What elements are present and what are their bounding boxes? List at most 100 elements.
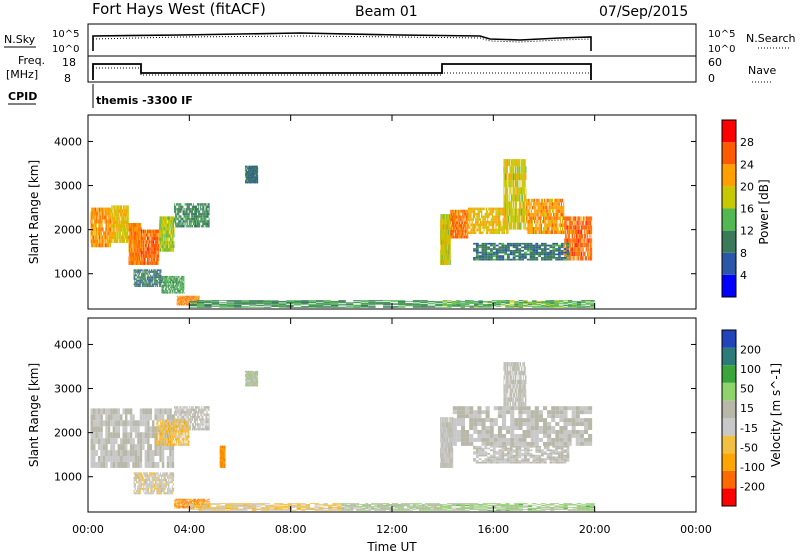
power-cell	[460, 215, 462, 219]
power-cell	[539, 226, 541, 231]
power-cell	[511, 201, 513, 209]
power-cell	[257, 181, 259, 184]
power-cell	[177, 300, 179, 302]
power-cell	[481, 244, 485, 247]
power-cell	[103, 207, 104, 212]
power-cell	[164, 244, 166, 249]
power-cell	[528, 223, 530, 227]
power-cell	[159, 216, 161, 220]
power-cell	[179, 288, 181, 291]
power-cell	[530, 223, 532, 227]
power-cell	[186, 220, 188, 223]
power-cell	[566, 238, 568, 243]
power-cell	[146, 236, 148, 241]
power-cell	[241, 303, 249, 304]
power-cell	[185, 215, 187, 218]
power-cell	[534, 198, 536, 203]
power-cell	[252, 178, 254, 180]
power-cell	[124, 224, 126, 228]
power-cell	[446, 239, 448, 245]
power-cell	[162, 282, 164, 285]
power-cell	[547, 226, 549, 231]
power-cell	[556, 219, 558, 224]
power-cell	[503, 159, 505, 167]
power-cell	[113, 212, 115, 217]
power-cell	[397, 302, 406, 304]
power-cell	[462, 218, 464, 222]
power-cell	[123, 231, 125, 236]
power-cell	[198, 299, 199, 301]
power-cell	[345, 303, 354, 305]
power-cell	[503, 180, 505, 188]
power-cell	[137, 278, 139, 280]
power-cell	[115, 227, 117, 232]
power-cell	[546, 230, 548, 235]
power-cell	[175, 220, 177, 223]
power-cell	[164, 248, 166, 252]
power-cell	[535, 202, 537, 206]
power-cell	[149, 233, 151, 237]
date-title: 07/Sep/2015	[599, 4, 688, 20]
power-cell	[501, 228, 503, 232]
power-cell	[506, 194, 507, 202]
power-cell	[99, 239, 101, 244]
power-cell	[538, 205, 540, 210]
power-cell	[178, 279, 180, 282]
power-cell	[550, 226, 552, 231]
power-cell	[531, 226, 533, 231]
power-cell	[154, 261, 156, 265]
power-cell	[521, 180, 523, 188]
power-cell	[144, 285, 146, 287]
power-cell	[179, 303, 181, 305]
power-cell	[173, 241, 175, 245]
power-cell	[375, 301, 384, 303]
power-cell	[454, 215, 456, 219]
power-cell	[590, 229, 592, 235]
power-cell	[512, 173, 513, 181]
power-cell	[150, 229, 152, 234]
power-cell	[149, 271, 150, 273]
power-cell	[150, 285, 152, 287]
power-cell	[145, 281, 147, 284]
power-cell	[246, 165, 248, 168]
power-cell	[148, 243, 150, 248]
power-cell	[162, 275, 163, 278]
power-cell	[150, 269, 152, 272]
power-cell	[198, 225, 200, 228]
power-cell	[157, 261, 159, 265]
power-cell	[255, 179, 257, 182]
power-cell	[522, 159, 524, 167]
power-cell	[98, 231, 100, 236]
power-cell	[102, 227, 104, 232]
power-cell	[168, 219, 170, 224]
power-cell	[162, 286, 164, 289]
power-cell	[539, 212, 541, 217]
power-cell	[188, 298, 189, 300]
power-cell	[198, 297, 199, 299]
power-cell	[179, 291, 181, 294]
power-cell	[186, 205, 188, 209]
power-cell	[234, 304, 242, 306]
power-cell	[200, 217, 202, 221]
power-cell	[158, 244, 160, 249]
power-cell	[540, 230, 542, 235]
power-cell	[158, 247, 160, 251]
power-cell	[535, 216, 537, 220]
power-cell	[145, 247, 147, 251]
power-cell	[459, 212, 460, 216]
power-cell	[484, 255, 488, 257]
power-cell	[119, 216, 120, 221]
power-cell	[505, 201, 507, 209]
power-cell	[133, 271, 135, 273]
power-cell	[159, 272, 161, 275]
power-cell	[186, 300, 187, 302]
power-cell	[514, 222, 516, 230]
power-cell	[169, 216, 171, 220]
power-cell	[170, 277, 172, 280]
power-cell	[560, 202, 563, 206]
power-cell	[458, 224, 460, 227]
power-cell	[187, 302, 189, 304]
power-cell	[505, 194, 507, 202]
power-cell	[119, 220, 120, 225]
power-cell	[138, 271, 140, 273]
